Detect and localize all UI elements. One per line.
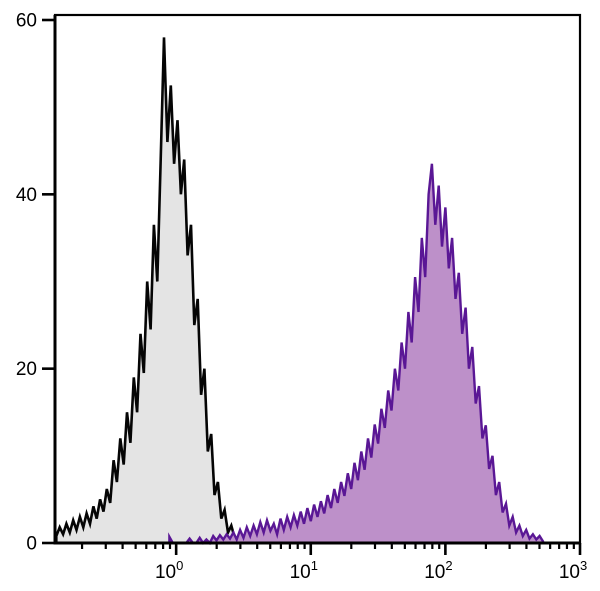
stained-sample-histogram [168,163,545,546]
x-axis-tick-label: 101 [290,558,318,583]
y-axis-tick-label: 40 [16,185,37,206]
unstained-control-histogram [55,37,236,545]
y-axis-tick-label: 60 [16,11,37,32]
y-axis-tick-label: 0 [26,534,37,555]
x-axis-tick-label: 103 [559,558,587,583]
y-axis-tick-label: 20 [16,359,37,380]
x-axis-tick-label: 102 [424,558,452,583]
x-axis-tick-label: 100 [155,558,183,583]
